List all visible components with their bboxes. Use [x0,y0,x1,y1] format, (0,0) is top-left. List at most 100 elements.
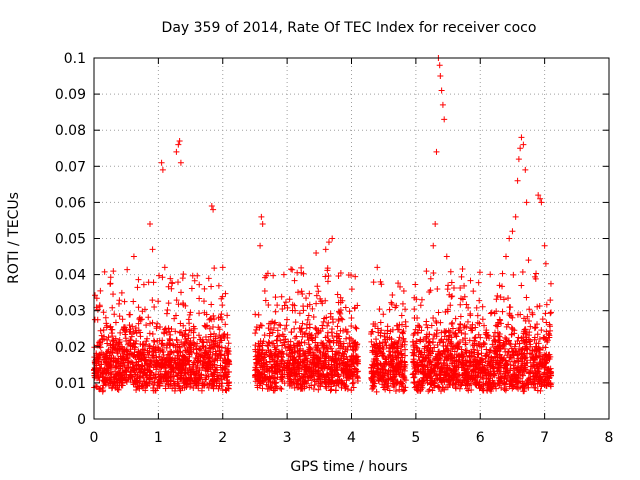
data-point [132,325,139,332]
data-point [384,327,391,334]
data-point [299,361,306,368]
data-point [476,341,483,348]
data-point [289,350,296,357]
data-point [352,273,359,280]
data-point [288,266,295,273]
data-point [196,346,203,353]
y-tick-label: 0.08 [55,123,86,139]
data-point [177,387,184,394]
data-point [375,369,382,376]
data-point [305,312,312,319]
data-point [420,370,427,377]
data-point [291,379,298,386]
data-point [252,353,259,360]
data-point [190,359,197,366]
data-point [423,268,430,275]
data-point [103,361,110,368]
data-point [272,361,279,368]
data-point [491,370,498,377]
data-point [343,382,350,389]
data-point [502,365,509,372]
data-point [496,377,503,384]
data-point [493,308,500,315]
data-point [524,313,531,320]
data-point [286,296,293,303]
data-point [453,333,460,340]
data-point [494,348,501,355]
data-point [209,345,216,352]
data-point [382,378,389,385]
data-point [254,382,261,389]
data-point [386,387,393,394]
data-point [161,330,168,337]
data-point [221,352,228,359]
data-point [322,273,329,280]
data-point [411,330,418,337]
data-point [377,330,384,337]
data-point [374,374,381,381]
data-point [275,353,282,360]
data-point [161,264,168,271]
data-point [436,384,443,391]
data-point [156,373,163,380]
data-point [467,310,474,317]
data-point [265,325,272,332]
data-point [325,272,332,279]
data-point [478,383,485,390]
data-point [309,354,316,361]
data-point [122,335,129,342]
data-point [412,281,419,288]
data-point [285,357,292,364]
data-point [280,271,287,278]
data-point [334,291,341,298]
data-point [377,319,384,326]
data-point [127,337,134,344]
data-point [100,309,107,316]
data-point [531,378,538,385]
data-point [345,373,352,380]
data-point [176,138,183,145]
data-point [172,328,179,335]
data-point [146,373,153,380]
data-point [133,387,140,394]
data-point [432,221,439,228]
data-point [423,321,430,328]
data-point [518,282,525,289]
data-point [496,316,503,323]
data-point [182,336,189,343]
data-point [421,376,428,383]
data-point [545,373,552,380]
data-point [264,270,271,277]
data-point [111,311,118,318]
data-point [97,341,104,348]
data-point [324,278,331,285]
data-point [258,351,265,358]
data-point [217,355,224,362]
data-point [172,369,179,376]
axis-ticks: 0 1 2 3 4 5 6 7 8 0 0.01 0.02 0.03 0.04 0.05 0.06 0.07 0.… [55,51,614,446]
data-point [344,347,351,354]
data-point [261,274,268,281]
data-point [99,336,106,343]
data-point [531,325,538,332]
data-point [435,360,442,367]
data-point [504,374,511,381]
data-point [290,372,297,379]
data-point [524,379,531,386]
data-point [191,378,198,385]
data-point [212,333,219,340]
data-point [462,330,469,337]
data-point [106,363,113,370]
data-point [515,365,522,372]
data-point [100,387,107,394]
data-point [194,272,201,279]
data-point [415,322,422,329]
data-point [156,272,163,279]
data-point [322,297,329,304]
data-point [208,283,215,290]
data-point [423,372,430,379]
data-point [255,311,262,318]
data-point [190,334,197,341]
data-point [330,337,337,344]
data-point [475,331,482,338]
